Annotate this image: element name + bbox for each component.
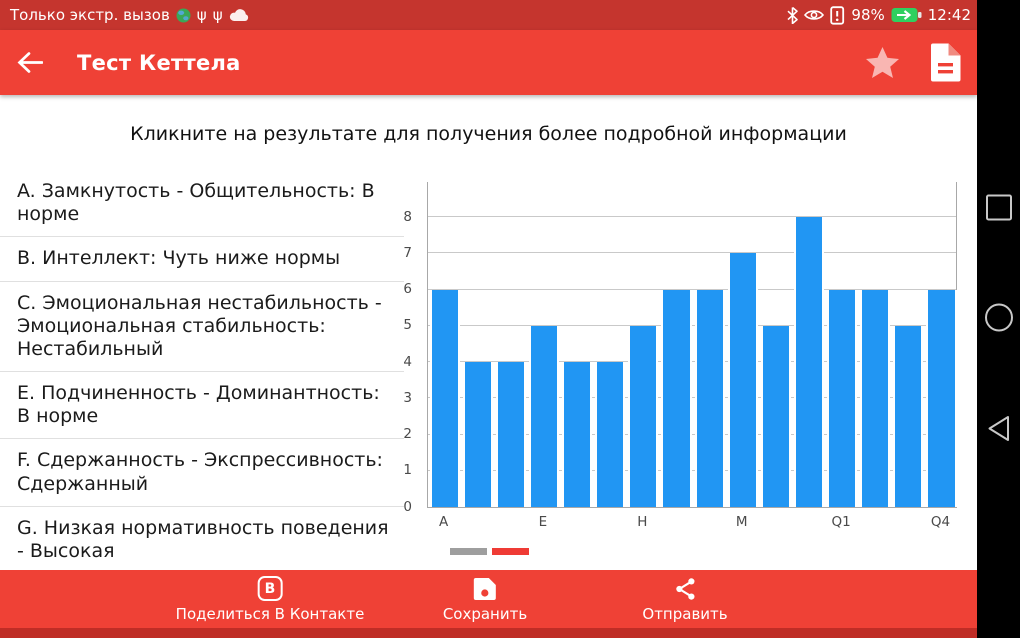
network-status-text: Только экстр. вызов — [10, 6, 170, 24]
chart-bar[interactable] — [727, 253, 758, 507]
chart-bar[interactable] — [661, 289, 692, 507]
x-tick-label: A — [438, 514, 449, 530]
send-button[interactable]: Отправить — [642, 575, 728, 623]
vk-icon: В — [257, 575, 283, 602]
list-item[interactable]: E. Подчиненность - Доминантность: В норм… — [17, 382, 380, 428]
document-icon[interactable] — [930, 43, 961, 82]
list-item[interactable]: A. Замкнутость - Общительность: В норме — [17, 180, 375, 226]
app-window: Только экстр. вызов ψ ψ — [0, 0, 977, 638]
gridline — [428, 252, 956, 254]
gridline — [428, 288, 956, 290]
list-divider — [0, 236, 404, 238]
list-divider — [0, 438, 404, 440]
list-item[interactable]: C. Эмоциональная нестабильность - Эмоцио… — [17, 291, 382, 360]
y-tick-label: 5 — [403, 317, 412, 334]
save-label: Сохранить — [442, 605, 528, 623]
bottom-action-bar: В Поделиться В Контакте Сохранить — [0, 570, 977, 628]
y-tick-label: 7 — [403, 244, 412, 261]
y-tick-label: 1 — [403, 462, 412, 479]
y-tick-label: 6 — [403, 281, 412, 298]
usb-icon: ψ — [212, 5, 223, 24]
chart-bar[interactable] — [694, 289, 725, 507]
send-label: Отправить — [642, 605, 728, 623]
chart-bar[interactable] — [429, 289, 460, 507]
x-tick-label: M — [735, 514, 748, 530]
globe-icon — [176, 8, 191, 23]
list-item[interactable]: F. Сдержанность - Экспрессивность: Сдерж… — [17, 449, 383, 495]
battery-icon — [891, 7, 922, 23]
chart-bar[interactable] — [628, 325, 659, 507]
y-tick-label: 8 — [403, 208, 412, 225]
status-bar: Только экстр. вызов ψ ψ — [0, 0, 977, 30]
chart-plot — [427, 182, 957, 508]
sim-alert-icon — [830, 5, 845, 25]
gridline — [428, 216, 956, 218]
chart-bar[interactable] — [893, 325, 924, 507]
page-title: Тест Кеттела — [77, 50, 241, 75]
usb-icon: ψ — [196, 5, 207, 24]
save-button[interactable]: Сохранить — [443, 575, 527, 623]
gridline — [428, 361, 956, 363]
chart-legend — [450, 548, 529, 555]
gridline — [428, 469, 956, 471]
battery-percent-text: 98% — [851, 6, 885, 24]
share-vk-label: Поделиться В Контакте — [175, 605, 365, 623]
chart-x-axis: A E H M Q1 Q4 — [427, 514, 957, 534]
clock-text: 12:42 — [927, 6, 971, 24]
share-icon — [673, 575, 697, 602]
y-tick-label: 2 — [403, 426, 412, 443]
chart-bar[interactable] — [926, 289, 957, 507]
x-tick-label: Q4 — [930, 514, 951, 530]
back-triangle-icon[interactable] — [987, 415, 1011, 442]
list-item[interactable]: G. Низкая нормативность поведения - Высо… — [17, 516, 389, 562]
cloud-icon — [229, 8, 249, 22]
gridline — [428, 324, 956, 326]
app-bar: Тест Кеттела — [0, 30, 977, 95]
gridline — [428, 397, 956, 399]
chart-bar[interactable] — [860, 289, 891, 507]
gridline — [428, 433, 956, 435]
chart-bar[interactable] — [760, 325, 791, 507]
bluetooth-icon — [787, 6, 799, 24]
home-circle-icon[interactable] — [984, 303, 1013, 332]
instruction-text: Кликните на результате для получения бол… — [130, 123, 847, 145]
y-tick-label: 0 — [403, 498, 412, 515]
x-tick-label: E — [538, 514, 548, 530]
content-area: Кликните на результате для получения бол… — [0, 95, 977, 570]
chart-bar[interactable] — [562, 362, 593, 507]
list-divider — [0, 505, 404, 507]
legend-swatch-gray[interactable] — [450, 548, 487, 555]
chart-bar[interactable] — [495, 362, 526, 507]
y-tick-label: 4 — [403, 353, 412, 370]
legend-swatch-red[interactable] — [492, 548, 529, 555]
list-item[interactable]: B. Интеллект: Чуть ниже нормы — [17, 247, 341, 270]
list-divider — [0, 371, 404, 373]
vk-letter: В — [257, 576, 283, 601]
eye-icon — [804, 8, 825, 22]
chart-bar[interactable] — [793, 217, 824, 507]
back-arrow-icon[interactable] — [16, 51, 43, 74]
android-nav-bar — [977, 0, 1020, 638]
y-tick-label: 3 — [403, 389, 412, 406]
bottom-strip — [0, 628, 977, 638]
x-tick-label: Q1 — [831, 514, 851, 530]
list-divider — [0, 280, 404, 282]
results-list: A. Замкнутость - Общительность: В норме B… — [0, 170, 404, 570]
save-icon — [473, 575, 497, 602]
chart-bar[interactable] — [827, 289, 858, 507]
chart-bar[interactable] — [595, 362, 626, 507]
favorite-star-icon[interactable] — [865, 46, 900, 79]
share-vk-button[interactable]: В Поделиться В Контакте — [175, 575, 365, 623]
chart-y-axis: 0 1 2 3 4 5 6 7 8 — [376, 182, 420, 513]
chart-bar[interactable] — [462, 362, 493, 507]
recents-square-icon[interactable] — [985, 194, 1012, 221]
chart-bar[interactable] — [528, 325, 559, 507]
x-tick-label: H — [637, 514, 648, 530]
